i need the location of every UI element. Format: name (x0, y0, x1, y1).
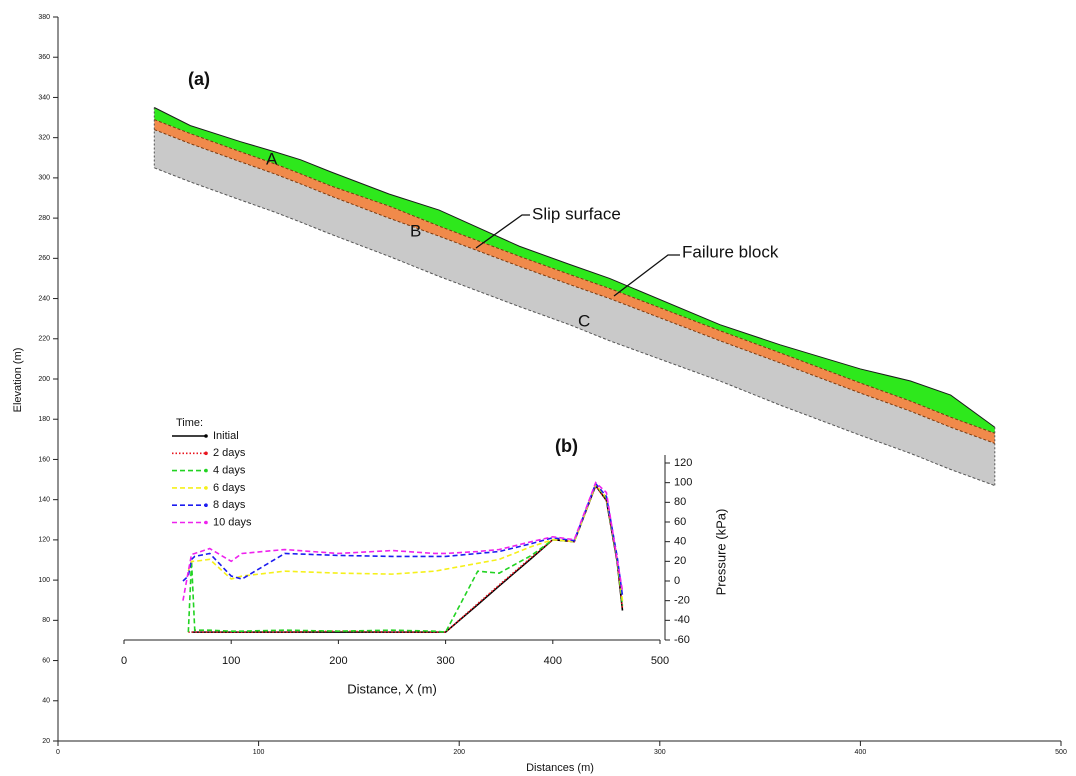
y2-axis-title: Pressure (kPa) (713, 509, 728, 596)
y-tick-label: 20 (42, 738, 50, 745)
legend-marker (204, 520, 208, 525)
leader-line (613, 254, 680, 297)
x-tick-label: 0 (56, 749, 60, 756)
layer-fill (154, 107, 995, 434)
x-tick-label: 300 (436, 655, 454, 667)
y-tick-label: 140 (38, 497, 50, 504)
y-tick-label: 80 (42, 617, 50, 624)
legend-label: 2 days (213, 447, 246, 459)
x-tick-label: 200 (453, 749, 465, 756)
y-tick-label: 40 (42, 698, 50, 705)
legend-marker (204, 434, 208, 438)
x-tick-label: 0 (121, 655, 127, 667)
annotation: A (266, 149, 278, 168)
legend-marker (204, 503, 208, 508)
x-tick-label: 500 (1055, 749, 1067, 756)
annotation: C (578, 311, 590, 330)
legend-marker (204, 468, 208, 473)
x-tick-label: 500 (651, 655, 669, 667)
y2-tick-label: 60 (674, 516, 686, 528)
panel-title: (a) (188, 69, 210, 89)
y2-tick-label: -20 (674, 595, 690, 607)
y2-tick-label: 0 (674, 575, 680, 587)
series-line (191, 483, 624, 633)
leader-line (475, 214, 530, 249)
boundary-line (154, 167, 995, 487)
x-tick-label: 100 (253, 749, 265, 756)
y2-tick-label: -40 (674, 614, 690, 626)
y-tick-label: 300 (38, 175, 50, 182)
legend-label: 4 days (213, 465, 246, 477)
legend-marker (204, 451, 208, 456)
boundary-line (154, 107, 996, 428)
y-tick-label: 360 (38, 54, 50, 61)
y2-tick-label: 100 (674, 477, 692, 489)
series-line (182, 482, 624, 596)
y-tick-label: 160 (38, 456, 50, 463)
x-axis-title: Distances (m) (526, 762, 594, 774)
y2-tick-label: 120 (674, 457, 692, 469)
boundary-line (154, 119, 995, 434)
x-tick-label: 100 (222, 655, 240, 667)
layer-fill (154, 119, 995, 444)
x-tick-label: 400 (855, 749, 867, 756)
boundary-line (154, 129, 995, 444)
y-tick-label: 180 (38, 416, 50, 423)
y-tick-label: 220 (38, 336, 50, 343)
y2-tick-label: -60 (674, 634, 690, 646)
series-line (182, 481, 624, 601)
series-line (187, 483, 624, 601)
x-axis-title: Distance, X (m) (347, 681, 437, 696)
y-tick-label: 100 (38, 577, 50, 584)
layer-fill (154, 129, 995, 486)
x-tick-label: 400 (544, 655, 562, 667)
annotation: Slip surface (532, 204, 621, 223)
y2-tick-label: 80 (674, 496, 686, 508)
annotation: Failure block (682, 242, 779, 261)
y-tick-label: 240 (38, 295, 50, 302)
annotation: B (410, 221, 421, 240)
y-tick-label: 340 (38, 94, 50, 101)
series-line (188, 483, 624, 633)
y2-tick-label: 40 (674, 536, 686, 548)
x-tick-label: 200 (329, 655, 347, 667)
y2-tick-label: 20 (674, 555, 686, 567)
panel-title: (b) (555, 436, 578, 456)
legend-label: 8 days (213, 499, 246, 511)
y-tick-label: 200 (38, 376, 50, 383)
y-tick-label: 320 (38, 135, 50, 142)
y-axis-title: Elevation (m) (12, 348, 24, 413)
y-tick-label: 120 (38, 537, 50, 544)
legend-title: Time: (176, 417, 203, 429)
y-tick-label: 280 (38, 215, 50, 222)
y-tick-label: 380 (38, 14, 50, 21)
y-tick-label: 260 (38, 255, 50, 262)
x-tick-label: 300 (654, 749, 666, 756)
legend-label: 6 days (213, 482, 246, 494)
legend-label: Initial (213, 430, 239, 442)
legend-marker (204, 486, 208, 490)
y-tick-label: 60 (42, 657, 50, 664)
series-line (187, 483, 624, 633)
legend-label: 10 days (213, 516, 252, 528)
